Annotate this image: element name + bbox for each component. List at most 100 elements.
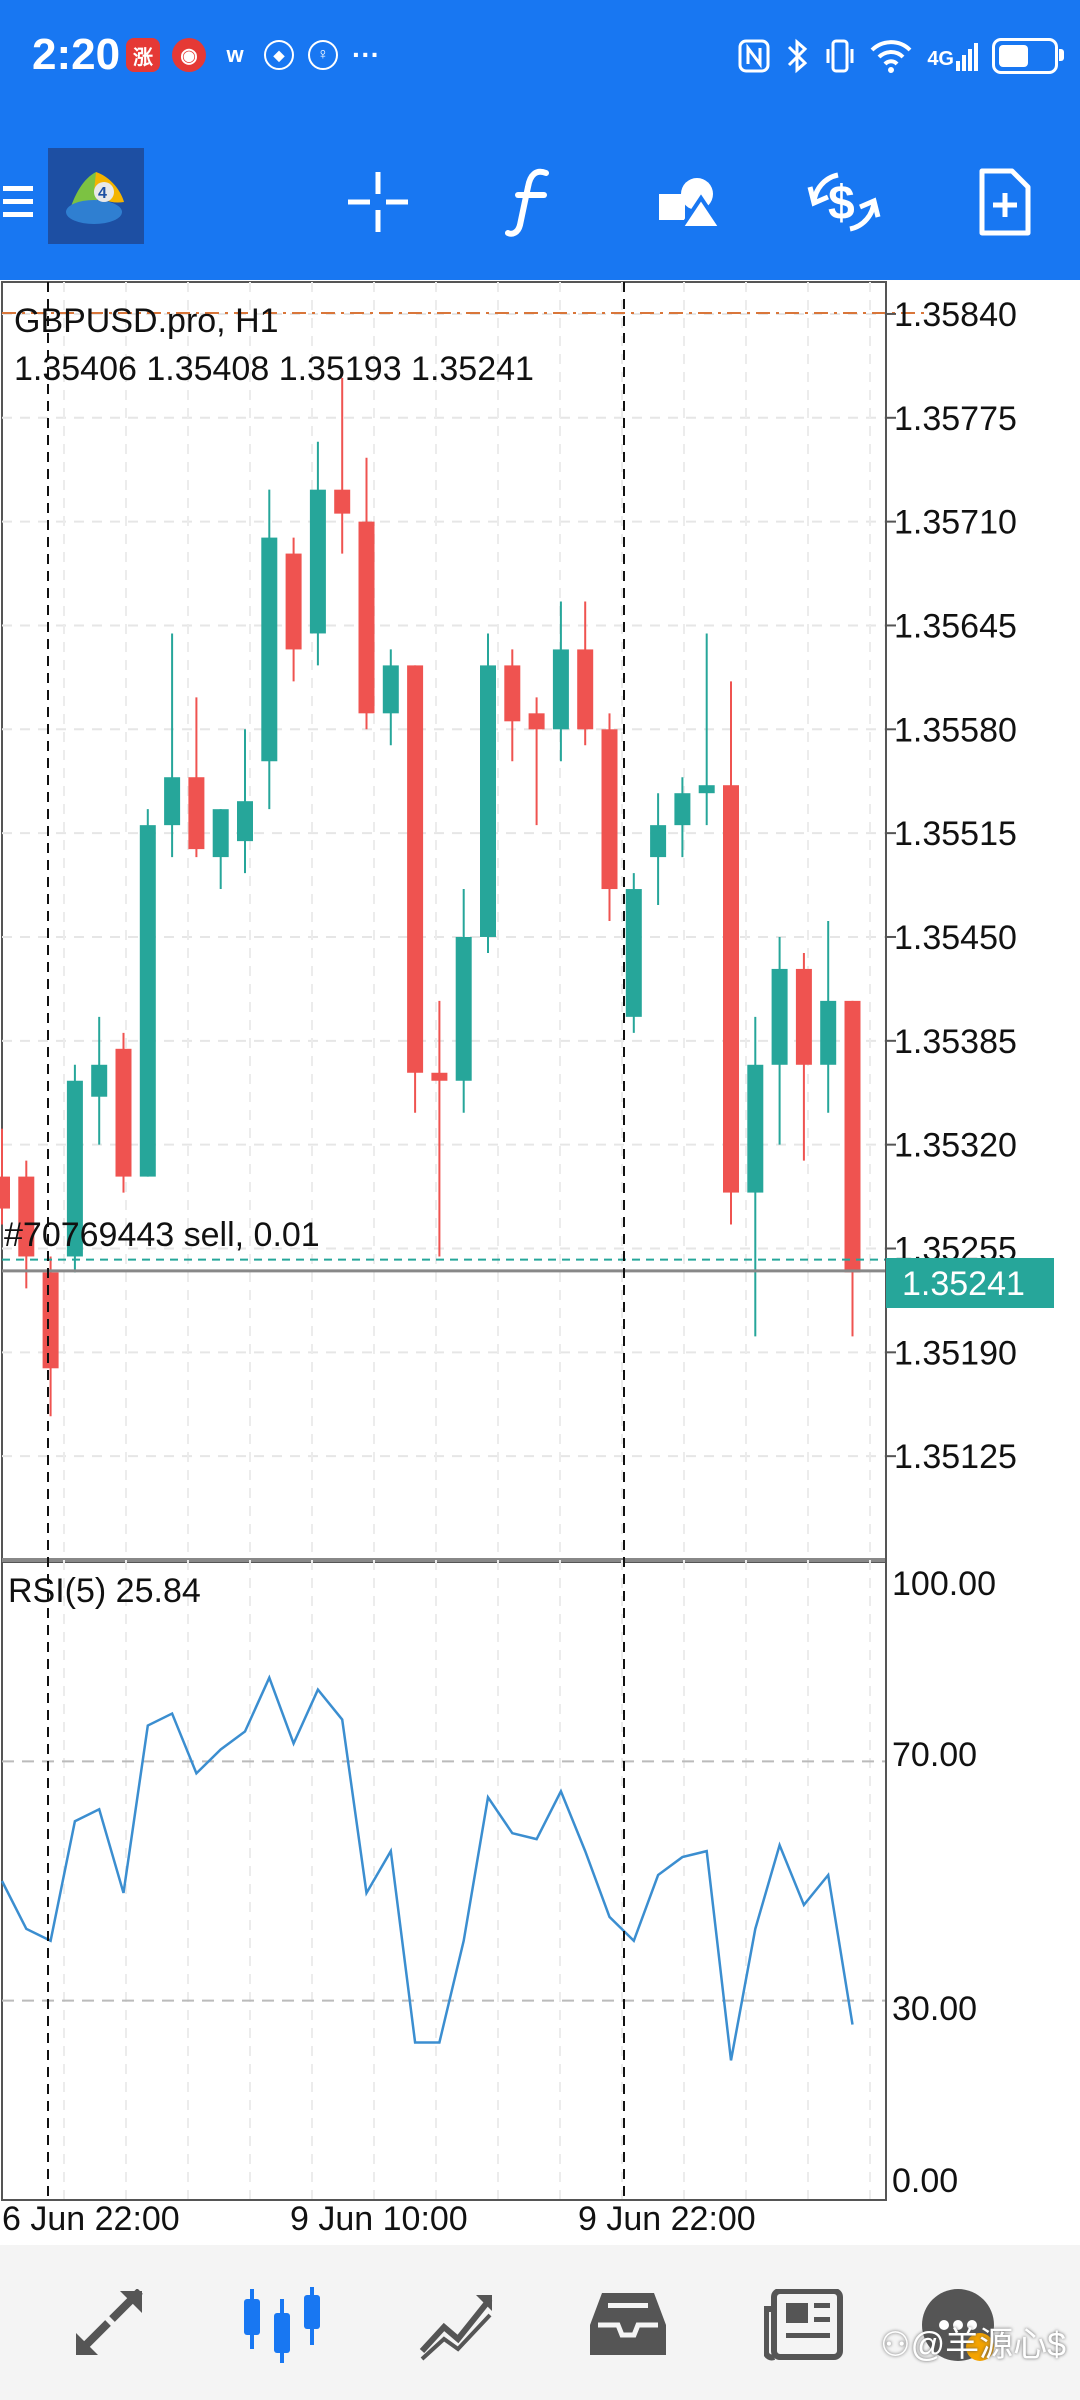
- signal-icon: [956, 43, 978, 71]
- nav-quotes[interactable]: [62, 2285, 158, 2365]
- nav-charts[interactable]: [234, 2285, 330, 2365]
- rsi-line: [0, 1674, 854, 2061]
- candle-body: [577, 649, 594, 730]
- battery-level: [999, 45, 1028, 67]
- lightbulb-icon: ♀: [308, 40, 338, 70]
- status-time: 2:20: [32, 30, 121, 79]
- weibo-icon: w: [226, 42, 244, 67]
- new-order-button[interactable]: [966, 164, 1042, 240]
- nav-messages[interactable]: [910, 2285, 1006, 2365]
- app-icon: ◆: [264, 40, 294, 70]
- wifi-icon: [870, 40, 912, 73]
- candle-body: [650, 825, 667, 858]
- candle-body: [0, 1176, 10, 1209]
- candle-body: [164, 777, 181, 826]
- trading-app-icon: 涨: [126, 38, 160, 72]
- bottom-navigation: ⚇@羊源心$: [0, 2245, 1080, 2400]
- status-bar: 2:20 涨 ◉ w ◆ ♀ ··· 4G: [0, 0, 1080, 120]
- menu-button[interactable]: [0, 164, 40, 240]
- ohlc-label: 1.35406 1.35408 1.35193 1.35241: [14, 350, 534, 388]
- rsi-tick-30: 30.00: [892, 1990, 977, 2028]
- nfc-icon: [738, 39, 770, 73]
- price-tick-label: 1.35320: [894, 1127, 1017, 1165]
- candle-body: [285, 553, 302, 650]
- candle-body: [42, 1272, 59, 1369]
- time-label: 6 Jun 22:00: [2, 2200, 180, 2238]
- watermark: ⚇@羊源心$: [880, 2326, 1066, 2364]
- inbox-icon: [590, 2293, 666, 2355]
- messages-icon: [922, 2289, 994, 2361]
- toolbar: 4 $: [0, 120, 1080, 280]
- current-price-label: 1.35241: [902, 1265, 1025, 1303]
- mt4-logo-button[interactable]: 4: [48, 148, 144, 244]
- candle-body: [91, 1064, 108, 1097]
- candle-body: [188, 777, 205, 850]
- battery-icon: [992, 38, 1064, 74]
- rsi-indicator: [0, 1674, 886, 2061]
- candle-body: [844, 1000, 861, 1273]
- candle-body: [820, 1000, 837, 1065]
- candle-body: [601, 729, 618, 890]
- price-tick-label: 1.35840: [894, 296, 1017, 334]
- candle-body: [334, 489, 351, 514]
- rsi-tick-100: 100.00: [892, 1565, 996, 1603]
- trade-nav-icon: [419, 2295, 493, 2361]
- objects-icon: [659, 178, 725, 230]
- status-right: 4G: [737, 34, 1064, 78]
- candle-body: [625, 889, 642, 1017]
- time-label: 9 Jun 22:00: [578, 2200, 756, 2238]
- candle-body: [504, 665, 521, 722]
- nav-history[interactable]: [580, 2285, 676, 2365]
- quotes-icon: [76, 2289, 143, 2355]
- svg-text:$: $: [828, 177, 855, 230]
- candle-body: [18, 1176, 35, 1257]
- menu-icon: [3, 186, 33, 217]
- candle-body: [455, 936, 472, 1081]
- rsi-tick-70: 70.00: [892, 1736, 977, 1774]
- current-price-badge: [886, 1258, 1054, 1308]
- candle-body: [528, 713, 545, 730]
- candle-body: [309, 489, 326, 634]
- candle-body: [237, 801, 253, 842]
- rsi-pane-frame: [1, 1561, 887, 2201]
- candle-body: [771, 968, 788, 1065]
- candle-body: [407, 665, 424, 1073]
- order-label: #70769443 sell, 0.01: [4, 1216, 320, 1254]
- new-order-icon: [979, 168, 1031, 236]
- price-tick-label: 1.35450: [894, 919, 1017, 957]
- candle-body: [115, 1048, 132, 1177]
- crosshair-icon: [348, 172, 408, 232]
- candle-body: [212, 809, 229, 858]
- trade-icon: $: [807, 172, 881, 232]
- candle-body: [431, 1072, 448, 1081]
- bluetooth-icon: [788, 38, 808, 74]
- candle-body: [261, 537, 278, 762]
- candle-body: [723, 785, 739, 1193]
- chart-area[interactable]: 1.35840 1.35775 1.35710 1.35645 1.35580 1.355…: [0, 280, 1080, 2240]
- crosshair-button[interactable]: [340, 164, 416, 240]
- time-label: 9 Jun 10:00: [290, 2200, 468, 2238]
- candle-body: [382, 665, 399, 714]
- nav-news[interactable]: [756, 2285, 852, 2365]
- candle-body: [66, 1080, 83, 1257]
- trade-button[interactable]: $: [806, 164, 882, 240]
- rsi-tick-0: 0.00: [892, 2162, 958, 2200]
- price-axis: 1.35840 1.35775 1.35710 1.35645 1.35580 1.355…: [2, 282, 1017, 2201]
- chart-overlays: [2, 282, 1050, 2200]
- nav-trade[interactable]: [408, 2285, 504, 2365]
- chart-canvas[interactable]: 1.35840 1.35775 1.35710 1.35645 1.35580 1.355…: [0, 280, 1080, 2240]
- more-indicator: ···: [352, 39, 380, 70]
- meituan-icon: ◉: [172, 38, 206, 72]
- candle-body: [552, 649, 569, 730]
- news-icon: [764, 2289, 843, 2361]
- candle-body: [747, 1064, 764, 1193]
- indicators-button[interactable]: [494, 164, 570, 240]
- symbol-label: GBPUSD.pro, H1: [14, 302, 279, 340]
- cell-signal: 4G: [927, 41, 978, 71]
- price-tick-label: 1.35190: [894, 1334, 1017, 1372]
- objects-button[interactable]: [652, 164, 728, 240]
- main-pane-frame: [1, 281, 887, 1561]
- price-tick-label: 1.35645: [894, 607, 1017, 645]
- candles: [0, 377, 861, 1417]
- rsi-label: RSI(5) 25.84: [8, 1572, 201, 1610]
